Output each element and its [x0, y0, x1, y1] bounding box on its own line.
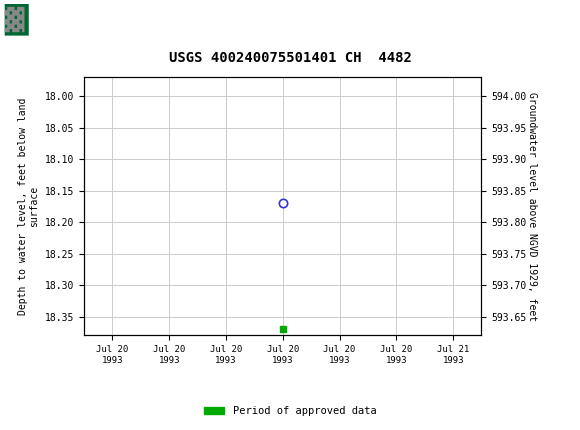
Text: ▓: ▓	[4, 6, 23, 32]
Text: USGS 400240075501401 CH  4482: USGS 400240075501401 CH 4482	[169, 51, 411, 65]
Legend: Period of approved data: Period of approved data	[200, 402, 380, 421]
Y-axis label: Depth to water level, feet below land
surface: Depth to water level, feet below land su…	[18, 98, 39, 315]
Text: █: █	[4, 3, 28, 35]
Text: USGS: USGS	[38, 10, 89, 28]
Y-axis label: Groundwater level above NGVD 1929, feet: Groundwater level above NGVD 1929, feet	[527, 92, 538, 321]
FancyBboxPatch shape	[3, 4, 55, 35]
